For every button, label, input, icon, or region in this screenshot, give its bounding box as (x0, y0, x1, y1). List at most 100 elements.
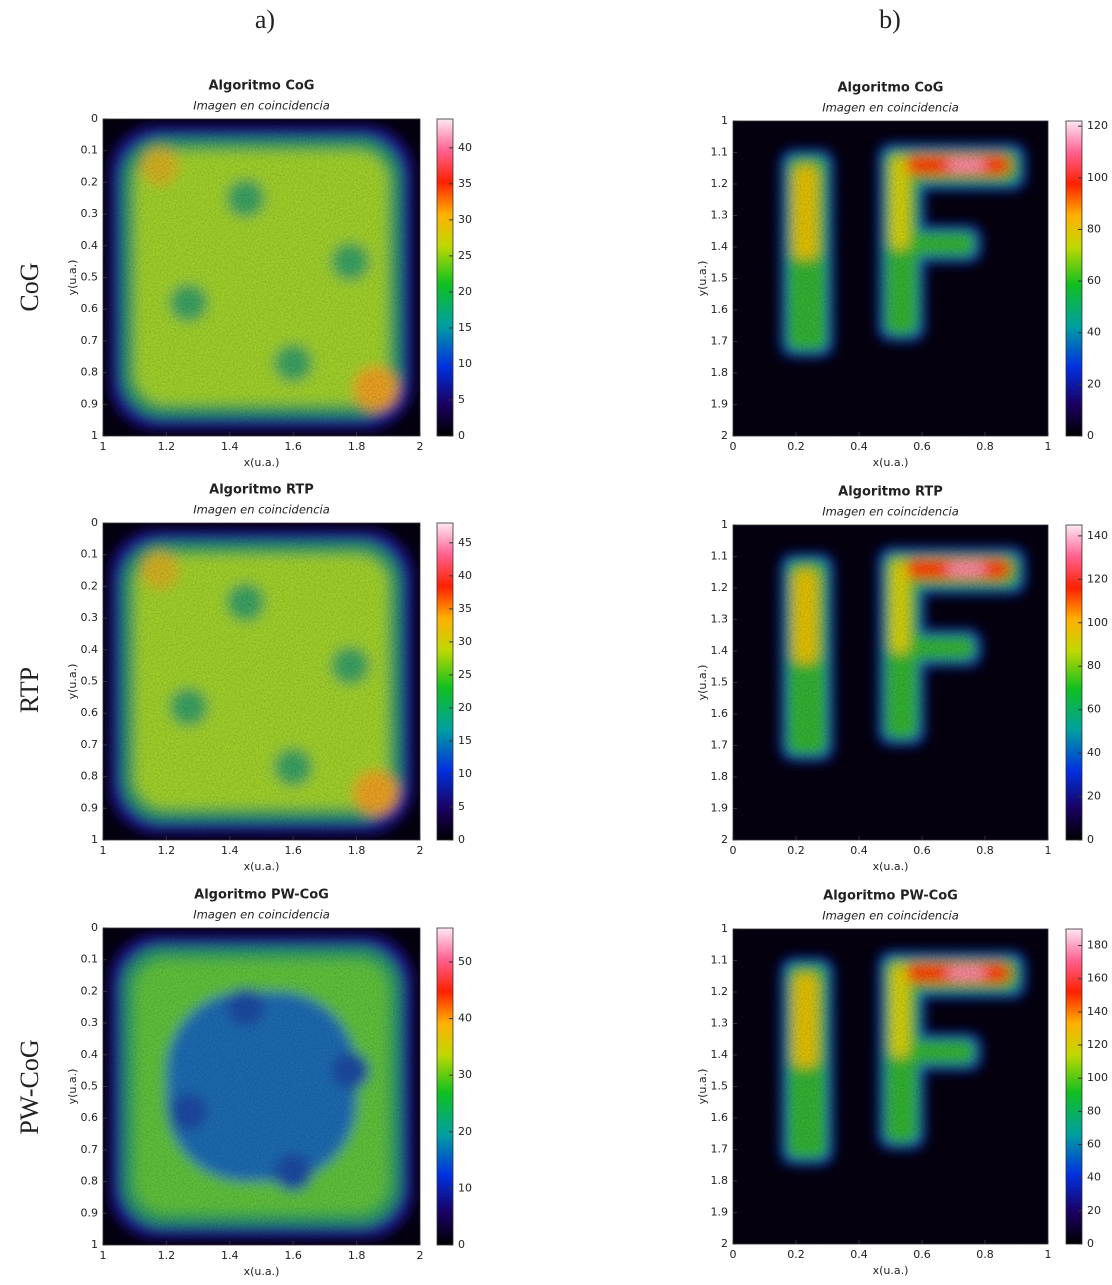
y-tick-label: 0.4 (81, 643, 99, 656)
heatmap-image (733, 929, 1048, 1244)
colorbar-tick-label: 5 (458, 800, 465, 813)
colorbar-tick-label: 80 (1087, 659, 1101, 672)
y-tick-label: 1.4 (711, 240, 729, 253)
x-tick-label: 0.2 (787, 1248, 805, 1261)
colorbar-tick-label: 80 (1087, 1104, 1101, 1117)
x-tick-label: 1 (1045, 1248, 1052, 1261)
colorbar-tick-label: 20 (1087, 790, 1101, 803)
row-label: RTP (15, 667, 44, 713)
y-tick-label: 1 (91, 833, 98, 846)
column-label: a) (255, 5, 275, 34)
x-axis-label: x(u.a.) (244, 860, 280, 873)
y-tick-label: 1.1 (711, 954, 729, 967)
y-tick-label: 1.7 (711, 1143, 729, 1156)
y-tick-label: 1.5 (711, 272, 729, 285)
colorbar-tick-label: 20 (458, 285, 472, 298)
y-tick-label: 1.3 (711, 613, 729, 626)
chart-subtitle: Imagen en coincidencia (822, 505, 959, 519)
chart-subtitle: Imagen en coincidencia (193, 99, 330, 113)
x-tick-label: 1.2 (158, 1249, 176, 1262)
x-axis-label: x(u.a.) (244, 456, 280, 469)
colorbar-tick-label: 20 (1087, 1204, 1101, 1217)
y-tick-label: 0.9 (81, 1206, 99, 1219)
y-tick-label: 1 (721, 922, 728, 935)
colorbar-tick-label: 40 (1087, 326, 1101, 339)
colorbar-tick-label: 160 (1087, 972, 1108, 985)
colorbar-tick-label: 0 (1087, 429, 1094, 442)
row-label: CoG (15, 262, 44, 311)
x-tick-label: 1.4 (221, 440, 239, 453)
x-tick-label: 1.6 (284, 844, 302, 857)
y-tick-label: 0.6 (81, 1111, 99, 1124)
colorbar-tick-label: 50 (458, 955, 472, 968)
panel: Algoritmo RTP Imagen en coincidencia 1 1.2 1… (66, 483, 472, 874)
heatmap-noise (103, 119, 420, 436)
x-tick-label: 0.6 (913, 440, 931, 453)
y-tick-label: 2 (721, 1237, 728, 1250)
colorbar-tick-label: 60 (1087, 1138, 1101, 1151)
row-label: PW-CoG (15, 1039, 44, 1134)
panel: Algoritmo CoG Imagen en coincidencia 1 1.2 1… (66, 79, 472, 470)
panel: Algoritmo PW-CoG Imagen en coincidencia 0 0… (696, 889, 1108, 1278)
chart-subtitle: Imagen en coincidencia (822, 909, 959, 923)
colorbar-tick-label: 0 (1087, 1237, 1094, 1250)
x-tick-label: 0.6 (913, 844, 931, 857)
x-tick-label: 1.8 (348, 1249, 366, 1262)
x-tick-label: 1.8 (348, 844, 366, 857)
x-tick-label: 0.2 (787, 844, 805, 857)
y-tick-label: 0.1 (81, 144, 99, 157)
chart-title: Algoritmo RTP (209, 483, 314, 498)
colorbar-tick-label: 120 (1087, 119, 1108, 132)
y-tick-label: 1.8 (711, 366, 729, 379)
x-tick-label: 0 (730, 844, 737, 857)
colorbar-tick-label: 0 (458, 429, 465, 442)
x-tick-label: 1.6 (284, 1249, 302, 1262)
y-tick-label: 1.2 (711, 985, 729, 998)
y-tick-label: 0.9 (81, 397, 99, 410)
y-tick-label: 0.4 (81, 1048, 99, 1061)
colorbar-tick-label: 15 (458, 321, 472, 334)
chart-subtitle: Imagen en coincidencia (193, 908, 330, 922)
panel: Algoritmo RTP Imagen en coincidencia 0 0.2 0… (696, 485, 1108, 874)
y-tick-label: 0.3 (81, 207, 99, 220)
y-tick-label: 1.1 (711, 146, 729, 159)
x-tick-label: 0 (730, 440, 737, 453)
y-tick-label: 1 (91, 429, 98, 442)
y-tick-label: 1.6 (711, 707, 729, 720)
colorbar-tick-label: 100 (1087, 1071, 1108, 1084)
colorbar-tick-label: 20 (1087, 377, 1101, 390)
y-tick-label: 0.6 (81, 302, 99, 315)
x-tick-label: 1 (100, 844, 107, 857)
y-axis-label: y(u.a.) (66, 1069, 79, 1105)
y-tick-label: 1.5 (711, 1080, 729, 1093)
y-tick-label: 1.3 (711, 1017, 729, 1030)
colorbar-tick-label: 15 (458, 734, 472, 747)
y-tick-label: 0.2 (81, 175, 99, 188)
colorbar (1065, 928, 1083, 1245)
chart-title: Algoritmo PW-CoG (194, 888, 329, 903)
y-tick-label: 1.3 (711, 209, 729, 222)
colorbar-tick-label: 0 (458, 833, 465, 846)
x-tick-label: 2 (417, 1249, 424, 1262)
colorbar-tick-label: 140 (1087, 1005, 1108, 1018)
x-tick-label: 0 (730, 1248, 737, 1261)
y-axis-label: y(u.a.) (696, 665, 709, 701)
colorbar-tick-label: 60 (1087, 274, 1101, 287)
colorbar-tick-label: 40 (1087, 746, 1101, 759)
y-tick-label: 0.7 (81, 334, 99, 347)
heatmap-image (733, 525, 1048, 840)
y-tick-label: 0 (91, 112, 98, 125)
x-axis-label: x(u.a.) (873, 860, 909, 873)
y-tick-label: 2 (721, 429, 728, 442)
y-tick-label: 0.5 (81, 675, 99, 688)
x-tick-label: 0.8 (976, 440, 994, 453)
chart-subtitle: Imagen en coincidencia (822, 101, 959, 115)
x-axis-label: x(u.a.) (873, 456, 909, 469)
colorbar-tick-label: 40 (458, 1012, 472, 1025)
y-tick-label: 1 (721, 114, 728, 127)
y-tick-label: 1.5 (711, 676, 729, 689)
y-tick-label: 0.3 (81, 1016, 99, 1029)
x-tick-label: 0.8 (976, 844, 994, 857)
heatmap-image (103, 928, 420, 1245)
x-tick-label: 1.4 (221, 844, 239, 857)
